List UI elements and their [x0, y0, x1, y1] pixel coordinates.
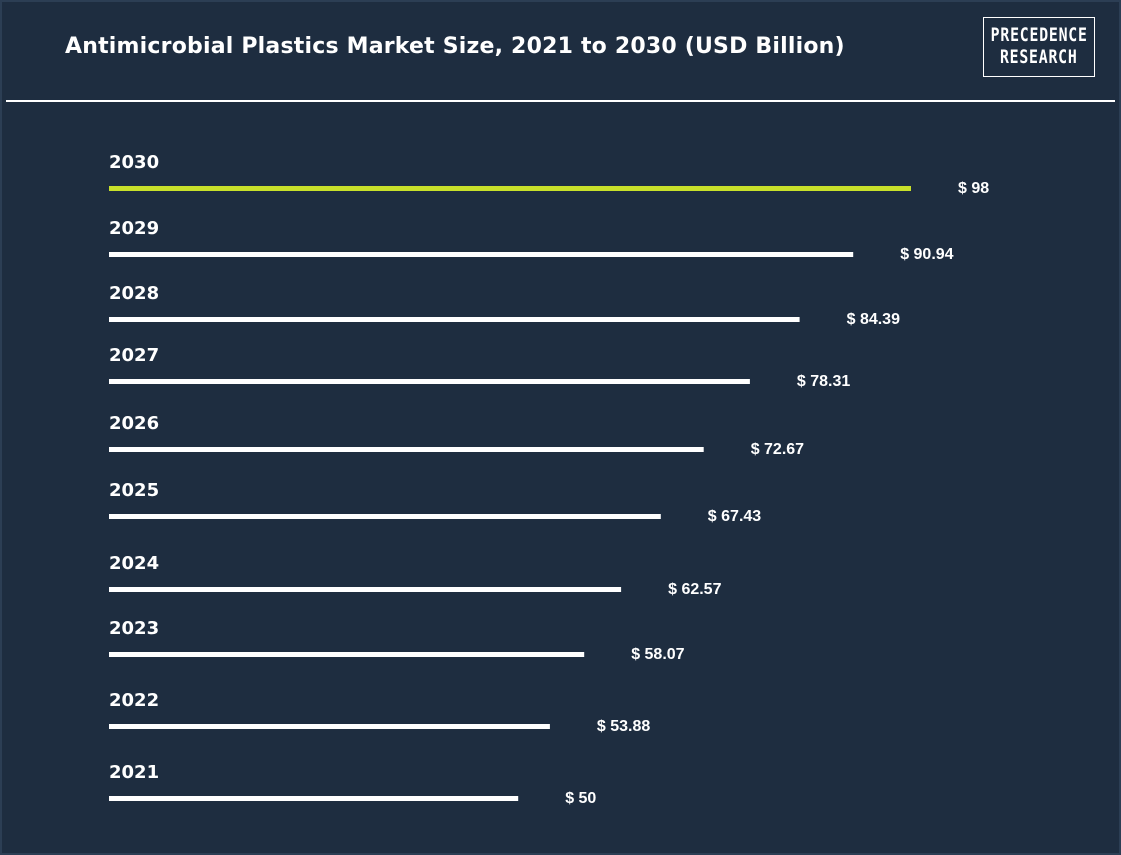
chart-title: Antimicrobial Plastics Market Size, 2021… [65, 34, 845, 59]
value-label-2025: $ 67.43 [708, 508, 761, 525]
year-label-2029: 2029 [109, 218, 159, 239]
value-label-2023: $ 58.07 [631, 646, 684, 663]
bar-2026 [109, 447, 704, 452]
bar-2030 [109, 186, 911, 191]
bar-2028 [109, 317, 800, 322]
value-label-2022: $ 53.88 [597, 718, 650, 735]
bar-2024 [109, 587, 622, 592]
value-label-2026: $ 72.67 [751, 441, 804, 458]
year-label-2026: 2026 [109, 413, 159, 434]
bar-2029 [109, 252, 854, 257]
value-label-2024: $ 62.57 [668, 581, 721, 598]
value-label-2021: $ 50 [565, 790, 596, 807]
header-divider [6, 100, 1115, 102]
logo-line-2: RESEARCH [1000, 46, 1078, 68]
year-label-2023: 2023 [109, 618, 159, 639]
year-label-2030: 2030 [109, 152, 159, 173]
bar-2022 [109, 724, 550, 729]
bar-2021 [109, 796, 519, 801]
logo-line-1: PRECEDENCE [990, 24, 1088, 47]
year-label-2024: 2024 [109, 553, 159, 574]
bar-2025 [109, 514, 661, 519]
value-label-2028: $ 84.39 [847, 311, 900, 328]
year-label-2022: 2022 [109, 690, 159, 711]
value-label-2027: $ 78.31 [797, 373, 850, 390]
bar-2023 [109, 652, 585, 657]
year-label-2028: 2028 [109, 283, 159, 304]
year-label-2025: 2025 [109, 480, 159, 501]
value-label-2029: $ 90.94 [900, 246, 953, 263]
precedence-research-logo: PRECEDENCE RESEARCH [983, 17, 1095, 77]
value-label-2030: $ 98 [958, 180, 989, 197]
year-label-2021: 2021 [109, 762, 159, 783]
bar-2027 [109, 379, 750, 384]
year-label-2027: 2027 [109, 345, 159, 366]
